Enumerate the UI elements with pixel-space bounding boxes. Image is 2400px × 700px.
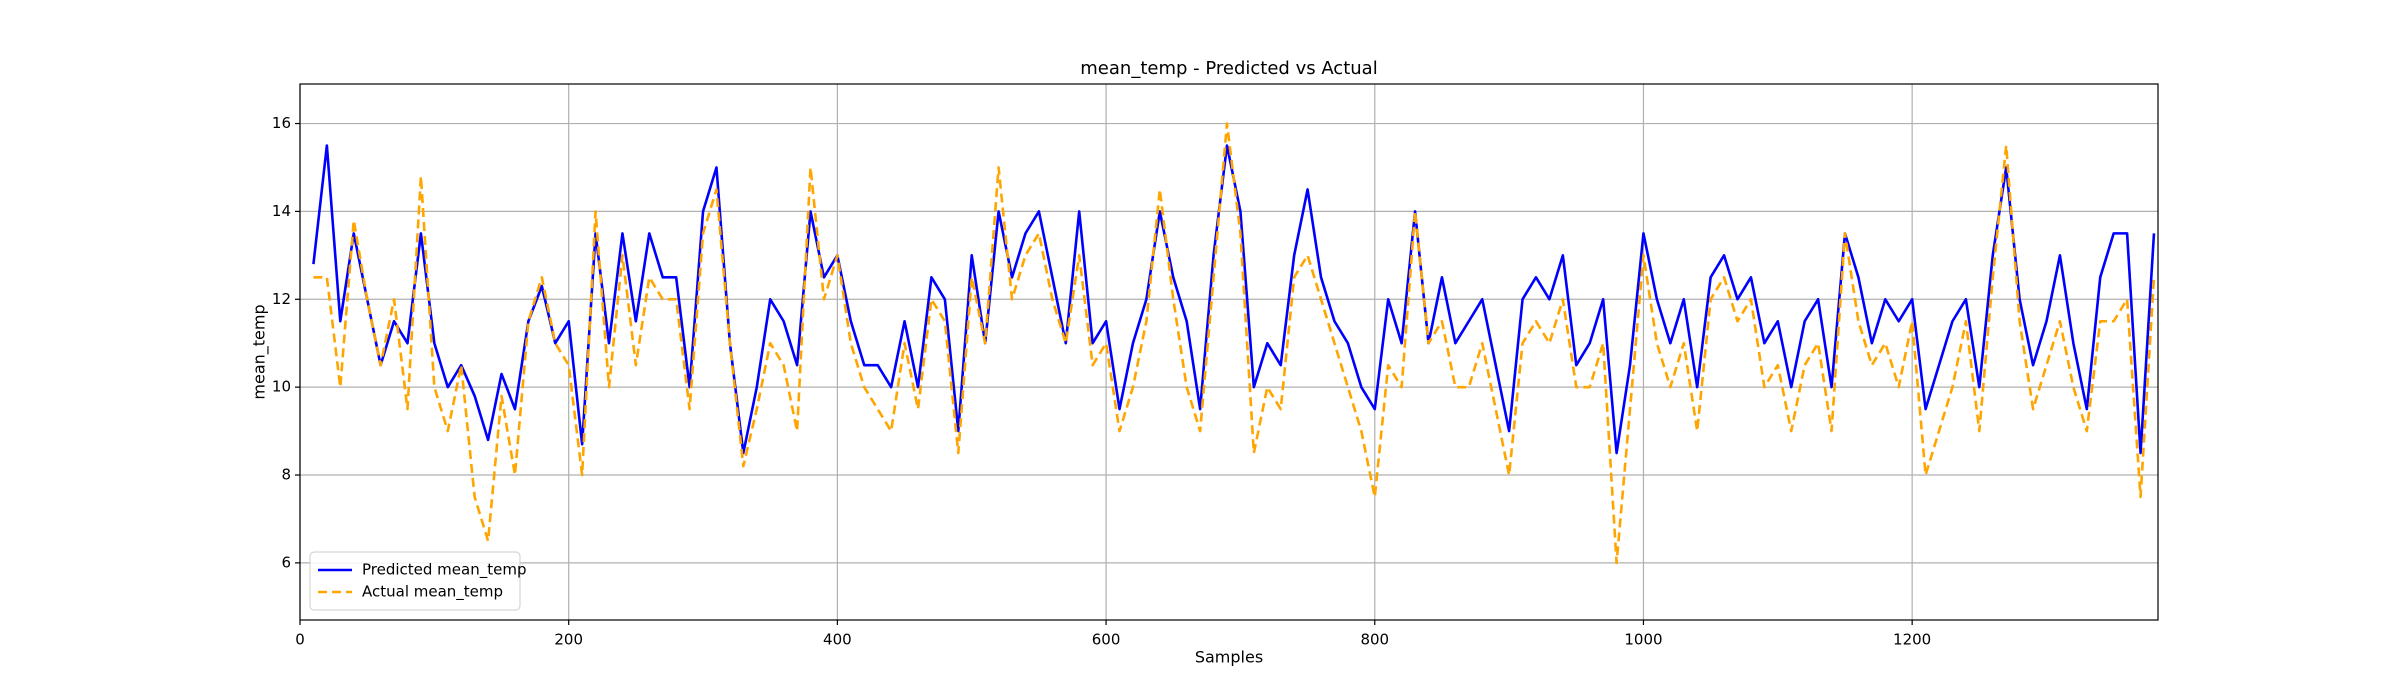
legend-label: Predicted mean_temp [362, 561, 526, 580]
x-tick-label: 200 [554, 631, 583, 649]
y-tick-label: 14 [272, 202, 291, 220]
data-line [313, 122, 2156, 565]
x-tick-label: 600 [1092, 631, 1121, 649]
legend-label: Actual mean_temp [362, 583, 503, 602]
legend: Predicted mean_temp Actual mean_temp [309, 551, 526, 611]
x-tick-label: 0 [295, 631, 305, 649]
x-tick-label: 1000 [1624, 631, 1662, 649]
y-tick-label: 12 [272, 290, 291, 308]
y-axis-label: mean_temp [250, 304, 270, 399]
y-tick-label: 16 [272, 114, 291, 132]
chart-title: mean_temp - Predicted vs Actual [1080, 58, 1377, 79]
y-tick-label: 8 [281, 466, 291, 484]
x-tick-label: 400 [823, 631, 852, 649]
y-tick-label: 10 [272, 378, 291, 396]
x-tick-label: 1200 [1893, 631, 1931, 649]
y-tick-label: 6 [281, 553, 291, 571]
legend-box [309, 551, 521, 611]
x-axis-label: Samples [1195, 648, 1263, 667]
x-tick-label: 800 [1360, 631, 1389, 649]
plot-frame [299, 83, 2159, 621]
